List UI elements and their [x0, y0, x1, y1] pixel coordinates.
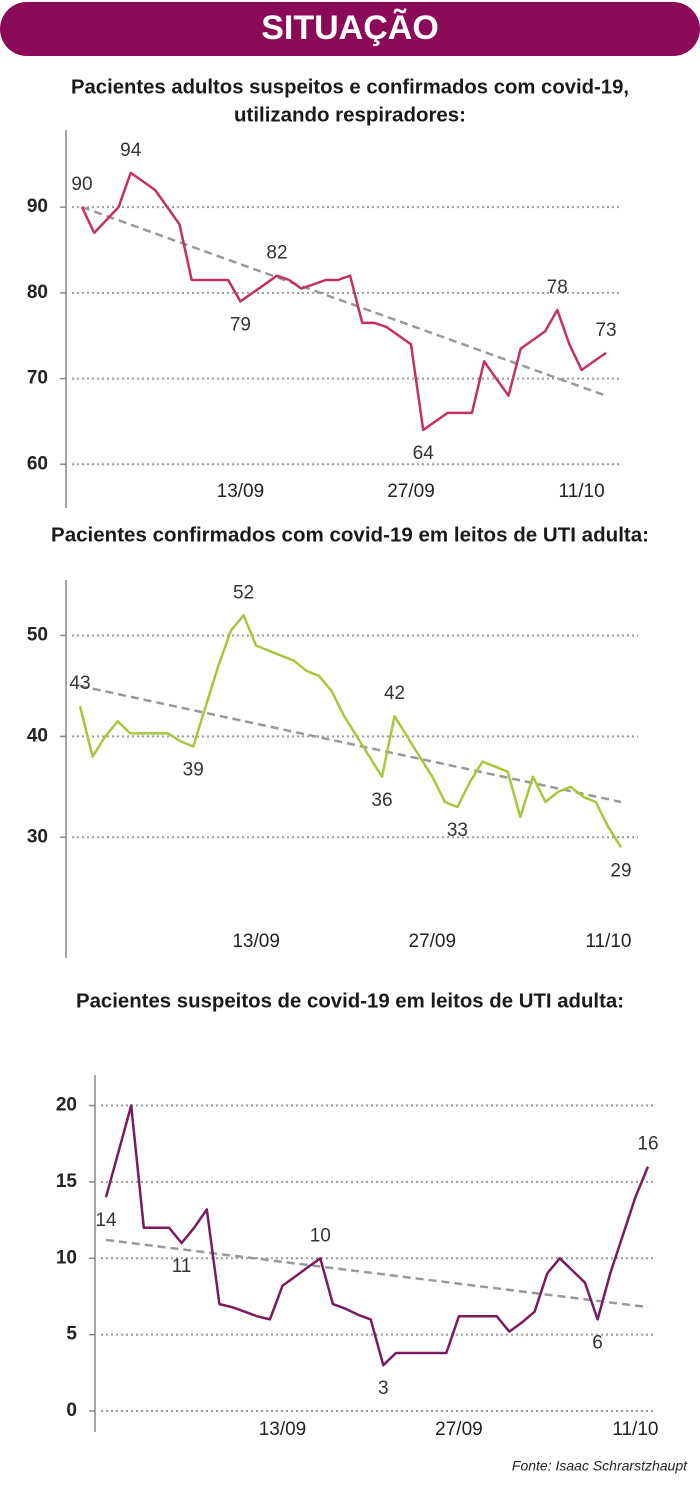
y-tick-label: 70 — [27, 368, 48, 389]
y-tick-label: 10 — [56, 1247, 77, 1268]
data-label: 33 — [447, 820, 468, 841]
data-label: 43 — [69, 673, 90, 694]
data-label: 73 — [595, 320, 616, 341]
data-label: 11 — [172, 1256, 192, 1277]
data-label: 52 — [233, 582, 254, 603]
data-label: 29 — [610, 860, 631, 881]
y-tick-label: 50 — [27, 625, 48, 646]
chart-title: Pacientes confirmados com covid-19 em le… — [51, 524, 649, 546]
y-tick-label: 15 — [56, 1171, 78, 1192]
x-tick-label: 13/09 — [259, 1419, 307, 1440]
x-tick-label: 27/09 — [409, 931, 457, 952]
data-label: 64 — [413, 443, 435, 464]
data-label: 39 — [183, 759, 204, 780]
data-label: 14 — [95, 1210, 117, 1231]
data-label: 78 — [547, 277, 568, 298]
data-label: 82 — [266, 243, 287, 264]
data-line — [80, 171, 607, 432]
data-label: 79 — [230, 314, 251, 335]
y-tick-label: 30 — [27, 826, 48, 847]
trend-line — [79, 684, 622, 804]
x-tick-label: 11/10 — [585, 931, 631, 952]
y-tick-label: 40 — [27, 725, 48, 746]
x-tick-label: 13/09 — [217, 481, 265, 502]
data-line — [78, 614, 623, 849]
header-bar — [0, 2, 700, 56]
x-tick-label: 13/09 — [232, 931, 280, 952]
source: Fonte: Isaac Schrarstzhaupt — [512, 1458, 688, 1474]
data-line — [104, 1104, 650, 1367]
trend-line — [81, 205, 607, 397]
y-tick-label: 80 — [27, 282, 48, 303]
data-label: 90 — [71, 174, 92, 195]
y-tick-label: 5 — [66, 1324, 77, 1345]
x-tick-label: 27/09 — [435, 1419, 483, 1440]
header-title: SITUAÇÃO — [261, 9, 439, 47]
data-label: 10 — [310, 1225, 331, 1246]
data-label: 6 — [592, 1332, 603, 1353]
y-tick-label: 20 — [56, 1095, 77, 1116]
data-label: 42 — [384, 683, 405, 704]
data-label: 94 — [120, 140, 142, 161]
trend-line — [105, 1238, 649, 1309]
data-label: 16 — [637, 1134, 658, 1155]
y-tick-label: 90 — [27, 196, 48, 217]
x-tick-label: 11/10 — [612, 1419, 658, 1440]
data-label: 3 — [378, 1378, 389, 1399]
x-tick-label: 11/10 — [559, 481, 605, 502]
chart-title: Pacientes suspeitos de covid-19 em leito… — [76, 990, 624, 1012]
y-tick-label: 60 — [27, 453, 48, 474]
chart-title: utilizando respiradores: — [234, 104, 466, 126]
data-label: 36 — [371, 790, 392, 811]
y-tick-label: 0 — [66, 1400, 77, 1421]
x-tick-label: 27/09 — [387, 481, 435, 502]
chart-title: Pacientes adultos suspeitos e confirmado… — [71, 76, 629, 98]
